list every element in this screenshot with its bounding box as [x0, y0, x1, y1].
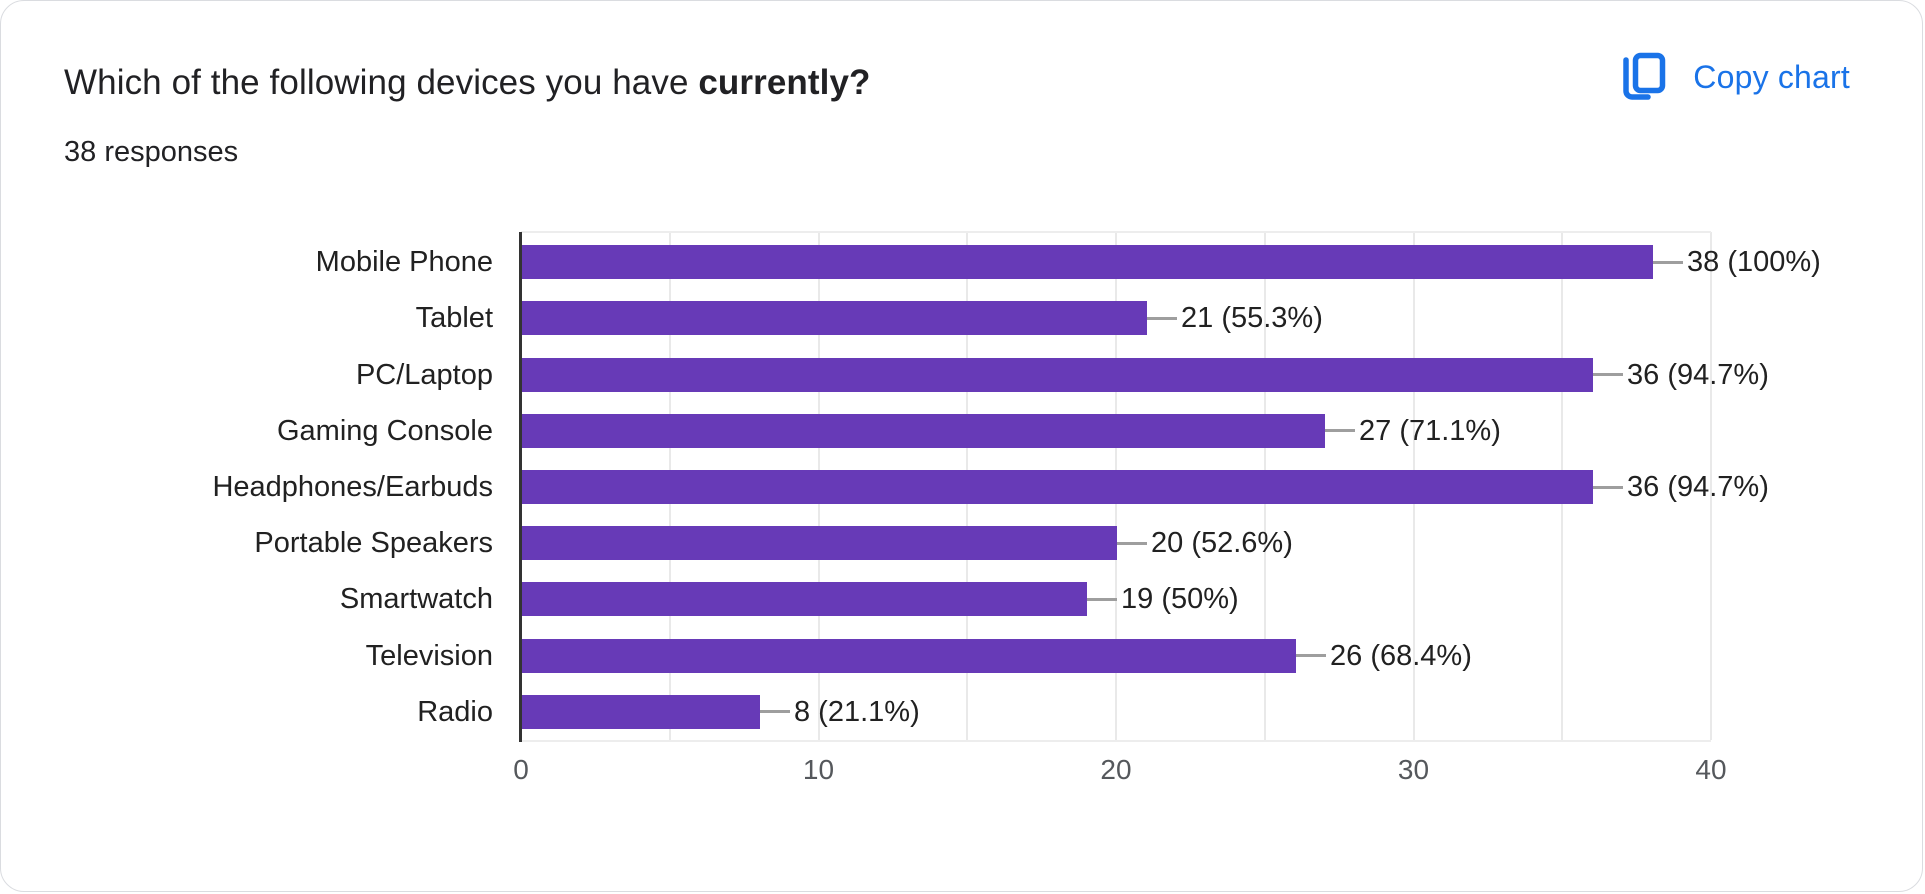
- bar[interactable]: [522, 301, 1147, 336]
- bar-connector: [1593, 485, 1623, 489]
- responses-count: 38 responses: [64, 136, 239, 168]
- plot-bottom-edge: [521, 740, 1711, 742]
- category-label: PC/Laptop: [355, 358, 493, 391]
- bar-connector: [1117, 541, 1147, 545]
- category-label: Portable Speakers: [254, 527, 493, 560]
- bar-connector: [1147, 316, 1177, 320]
- category-label: Smartwatch: [339, 583, 493, 616]
- bar[interactable]: [522, 638, 1296, 673]
- bar-connector: [1296, 654, 1326, 658]
- copy-chart-button[interactable]: Copy chart: [1619, 47, 1852, 107]
- bar[interactable]: [522, 357, 1593, 392]
- question-title: Which of the following devices you have …: [64, 61, 871, 105]
- value-label: 38 (100%): [1687, 246, 1821, 279]
- bar-connector: [1325, 429, 1355, 433]
- x-tick-label: 10: [802, 754, 835, 785]
- x-tick-label: 30: [1397, 754, 1430, 785]
- category-label: Television: [365, 639, 493, 672]
- x-tick-label: 20: [1100, 754, 1132, 785]
- value-label: 27 (71.1%): [1359, 414, 1501, 447]
- question-title-regular: Which of the following devices you have: [64, 63, 699, 102]
- bar[interactable]: [522, 694, 760, 729]
- axis-line: [519, 232, 522, 742]
- category-label: Tablet: [415, 302, 493, 335]
- bar-connector: [760, 710, 790, 714]
- category-label: Mobile Phone: [315, 246, 493, 279]
- bar[interactable]: [522, 245, 1653, 280]
- bar-connector: [1653, 260, 1683, 264]
- plot-top-edge: [521, 231, 1711, 233]
- bar-connector: [1593, 373, 1623, 377]
- value-label: 19 (50%): [1121, 583, 1239, 616]
- question-title-bold: currently?: [698, 63, 871, 102]
- bar[interactable]: [522, 582, 1087, 617]
- x-tick-label: 0: [513, 754, 529, 785]
- value-label: 21 (55.3%): [1181, 302, 1323, 335]
- copy-chart-label: Copy chart: [1693, 58, 1850, 95]
- category-label: Headphones/Earbuds: [212, 471, 493, 503]
- value-label: 8 (21.1%): [794, 695, 920, 728]
- value-label: 26 (68.4%): [1330, 639, 1472, 672]
- value-label: 36 (94.7%): [1627, 471, 1769, 503]
- bar-connector: [1087, 597, 1117, 601]
- category-label: Radio: [417, 695, 493, 728]
- gridline: [1710, 232, 1712, 740]
- copy-icon: [1621, 51, 1667, 103]
- bar[interactable]: [522, 526, 1117, 561]
- bar[interactable]: [522, 413, 1325, 448]
- value-label: 36 (94.7%): [1627, 358, 1769, 391]
- category-label: Gaming Console: [277, 414, 493, 447]
- bar[interactable]: [522, 470, 1593, 504]
- value-label: 20 (52.6%): [1151, 527, 1293, 560]
- x-tick-label: 40: [1695, 754, 1727, 785]
